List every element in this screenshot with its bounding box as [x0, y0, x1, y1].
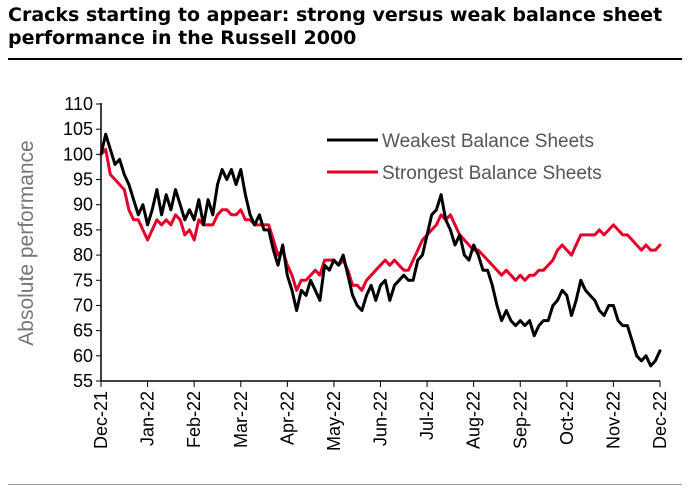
x-tick-label: May-22 [324, 391, 344, 451]
x-tick-label: Jul-22 [417, 391, 437, 440]
y-tick-label: 55 [73, 371, 93, 391]
y-tick-label: 75 [73, 270, 93, 290]
x-tick-label: Jan-22 [138, 391, 158, 446]
x-tick-label: Oct-22 [557, 391, 577, 445]
y-axis-label: Absolute performance [15, 140, 38, 345]
y-tick-label: 100 [63, 144, 93, 164]
x-axis: Dec-21 Jan-22 Feb-22 Mar-22 Apr-22 May-22 Jun-… [91, 380, 670, 451]
y-tick-label: 90 [73, 195, 93, 215]
y-tick-label: 95 [73, 170, 93, 190]
title-divider [8, 58, 682, 60]
legend-label-strongest: Strongest Balance Sheets [382, 163, 602, 184]
y-tick-label: 110 [64, 94, 93, 114]
y-tick-label: 65 [73, 321, 93, 341]
legend-label-weakest: Weakest Balance Sheets [382, 131, 594, 152]
x-tick-label: Jun-22 [371, 391, 391, 446]
x-tick-label: Sep-22 [510, 391, 530, 449]
y-tick-label: 105 [63, 119, 93, 139]
x-tick-label: Aug-22 [464, 391, 484, 449]
x-tick-label: Mar-22 [231, 391, 251, 448]
series-layer [99, 132, 662, 368]
y-axis: 55 60 65 70 75 80 85 90 95 100 105 110 [63, 94, 102, 391]
legend: Weakest Balance Sheets Strongest Balance… [327, 131, 602, 184]
series-line-weakest [99, 132, 662, 368]
footer-divider [8, 484, 682, 485]
chart-title: Cracks starting to appear: strong versus… [8, 4, 663, 49]
x-tick-label: Dec-22 [650, 391, 670, 449]
x-tick-label: Dec-21 [91, 391, 111, 449]
x-tick-label: Apr-22 [277, 391, 297, 445]
y-tick-label: 85 [73, 220, 93, 240]
x-tick-label: Feb-22 [184, 391, 204, 448]
x-tick-label: Nov-22 [603, 391, 623, 449]
series-line-strongest [99, 147, 662, 292]
y-tick-label: 60 [73, 346, 93, 366]
y-tick-label: 80 [73, 245, 93, 265]
y-tick-label: 70 [73, 295, 93, 315]
